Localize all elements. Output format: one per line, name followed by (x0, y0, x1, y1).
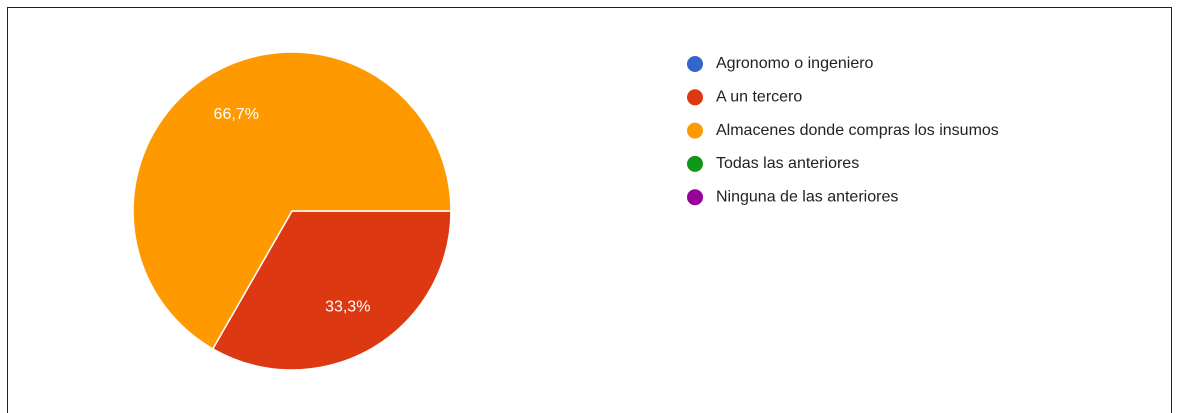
legend-marker (687, 122, 703, 139)
slice-label: 66,7% (214, 106, 259, 123)
legend-text: A un tercero (716, 89, 802, 106)
legend-text: Agronomo o ingeniero (716, 55, 874, 72)
legend-text: Almacenes donde compras los insumos (716, 122, 999, 139)
legend-marker (687, 56, 703, 72)
legend-text: Ninguna de las anteriores (716, 188, 898, 205)
legend-text: Todas las anteriores (716, 155, 859, 172)
pie-slice (211, 210, 452, 371)
slice-label: 33,3% (325, 299, 370, 316)
pie-slice (132, 51, 452, 350)
legend-marker (687, 189, 703, 206)
legend-marker (687, 155, 703, 172)
legend-marker (687, 89, 703, 106)
